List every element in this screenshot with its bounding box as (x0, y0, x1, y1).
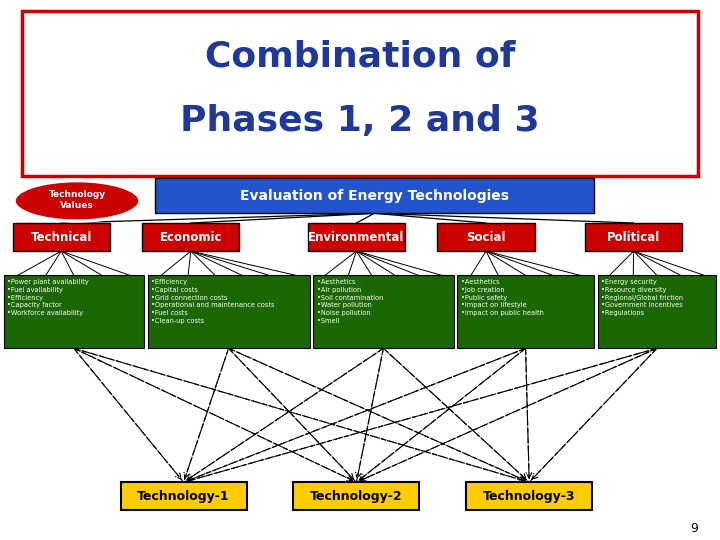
Text: Evaluation of Energy Technologies: Evaluation of Energy Technologies (240, 189, 509, 202)
FancyBboxPatch shape (313, 275, 454, 348)
FancyBboxPatch shape (121, 482, 246, 510)
Text: Technology
Values: Technology Values (48, 190, 106, 210)
Text: •Power plant availability
•Fuel availability
•Efficiency
•Capacity factor
•Workf: •Power plant availability •Fuel availabi… (7, 279, 89, 316)
Text: •Aesthetics
•Job creation
•Public safety
•Impact on lifestyle
•Impact on public : •Aesthetics •Job creation •Public safety… (461, 279, 544, 316)
FancyBboxPatch shape (457, 275, 594, 348)
Text: Political: Political (607, 231, 660, 244)
Text: Technology-2: Technology-2 (310, 490, 402, 503)
Text: Environmental: Environmental (308, 231, 405, 244)
FancyBboxPatch shape (155, 178, 594, 213)
FancyBboxPatch shape (438, 223, 534, 251)
Text: Technology-1: Technology-1 (138, 490, 230, 503)
FancyBboxPatch shape (585, 223, 683, 251)
FancyBboxPatch shape (13, 223, 110, 251)
FancyBboxPatch shape (4, 275, 144, 348)
Text: Technical: Technical (30, 231, 92, 244)
Text: Economic: Economic (160, 231, 222, 244)
Text: •Aesthetics
•Air pollution
•Soil contamination
•Water pollution
•Noise pollution: •Aesthetics •Air pollution •Soil contami… (317, 279, 383, 324)
FancyBboxPatch shape (143, 223, 239, 251)
FancyBboxPatch shape (598, 275, 716, 348)
Text: •Efficiency
•Capital costs
•Grid connection costs
•Operational and maintenance c: •Efficiency •Capital costs •Grid connect… (151, 279, 275, 324)
Ellipse shape (14, 180, 140, 221)
FancyBboxPatch shape (148, 275, 310, 348)
Text: Social: Social (467, 231, 505, 244)
Text: •Energy security
•Resource diversity
•Regional/Global friction
•Government incen: •Energy security •Resource diversity •Re… (601, 279, 683, 316)
Text: 9: 9 (690, 522, 698, 535)
FancyBboxPatch shape (308, 223, 405, 251)
Text: Combination of: Combination of (204, 40, 516, 73)
Text: Phases 1, 2 and 3: Phases 1, 2 and 3 (180, 105, 540, 138)
FancyBboxPatch shape (22, 11, 698, 176)
FancyBboxPatch shape (467, 482, 593, 510)
FancyBboxPatch shape (294, 482, 419, 510)
Text: Technology-3: Technology-3 (483, 490, 575, 503)
